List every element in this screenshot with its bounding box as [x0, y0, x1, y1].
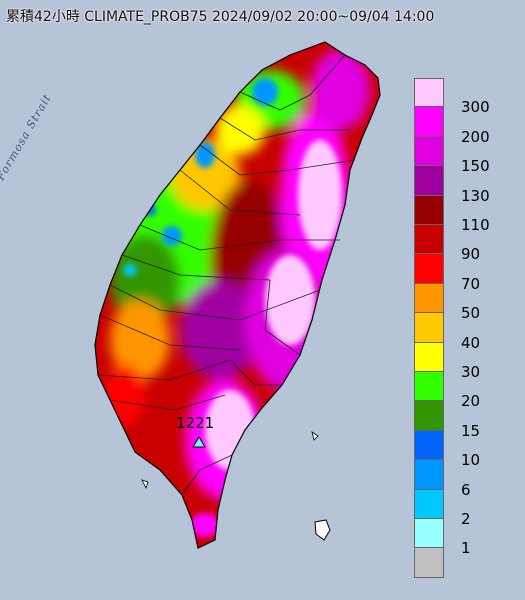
- legend-label: 15: [461, 421, 481, 440]
- legend-swatch: [414, 460, 444, 490]
- map-title: 累積42小時 CLIMATE_PROB75 2024/09/02 20:00~0…: [6, 9, 435, 25]
- legend-swatch: [414, 342, 444, 372]
- legend-swatch: [414, 430, 444, 461]
- legend-swatch: [414, 548, 444, 578]
- green-island: [311, 431, 319, 441]
- max-rainfall-triangle-icon: [192, 436, 206, 448]
- legend-label: 40: [461, 333, 481, 352]
- legend-swatch: [414, 313, 444, 343]
- legend-swatch: [414, 78, 444, 108]
- max-rainfall-label: 1221: [176, 414, 215, 432]
- county-boundaries: [97, 54, 356, 496]
- legend-label: 10: [461, 451, 481, 470]
- legend-label: 1: [461, 539, 471, 558]
- legend-label: 200: [461, 127, 490, 146]
- legend-swatch: [414, 519, 444, 549]
- orchid-island: [314, 519, 331, 541]
- legend-swatch: [414, 136, 444, 167]
- legend-label: 6: [461, 480, 471, 499]
- legend-swatch: [414, 489, 444, 519]
- legend-swatch: [414, 195, 444, 225]
- legend-label: 150: [461, 157, 490, 176]
- legend-label: 130: [461, 186, 490, 205]
- legend-swatch: [414, 254, 444, 284]
- legend-swatch: [414, 283, 444, 314]
- legend-label: 300: [461, 98, 490, 117]
- legend-swatch: [414, 372, 444, 402]
- legend-label: 90: [461, 245, 481, 264]
- legend-label: 20: [461, 392, 481, 411]
- legend-label: 50: [461, 304, 481, 323]
- penghu-islands: [141, 479, 149, 490]
- legend-label: 70: [461, 274, 481, 293]
- legend-swatch: [414, 107, 444, 137]
- taiwan-outline: [94, 41, 381, 549]
- legend-swatch: [414, 401, 444, 431]
- legend-swatch: [414, 225, 444, 255]
- legend-label: 30: [461, 363, 481, 381]
- legend-label: 2: [461, 510, 471, 528]
- legend-label: 110: [461, 216, 490, 234]
- legend-swatch: [414, 166, 444, 196]
